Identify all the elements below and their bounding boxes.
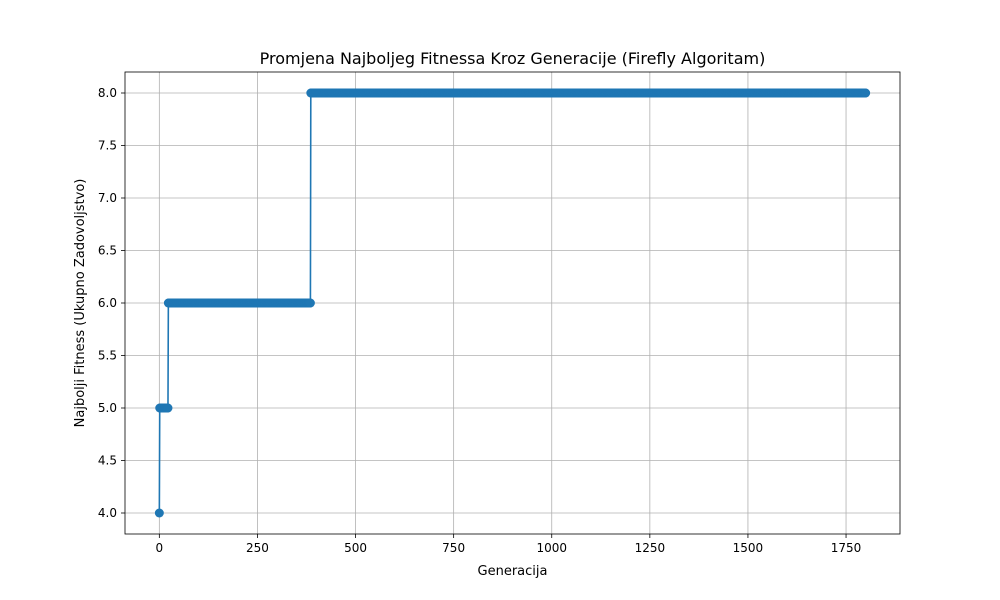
x-tick-label: 1250	[635, 541, 666, 555]
x-tick-label: 1500	[733, 541, 764, 555]
fitness-series	[154, 88, 871, 518]
data-point	[163, 403, 173, 413]
x-tick-label: 500	[344, 541, 367, 555]
y-tick-label: 6.5	[98, 244, 117, 258]
x-tick-label: 750	[442, 541, 465, 555]
data-point	[861, 88, 871, 98]
y-tick-label: 4.5	[98, 454, 117, 468]
fitness-markers	[154, 88, 871, 518]
x-tick-label: 1000	[536, 541, 567, 555]
x-tick-label: 1750	[831, 541, 862, 555]
y-tick-label: 7.0	[98, 191, 117, 205]
chart-title: Promjena Najboljeg Fitnessa Kroz Generac…	[260, 49, 766, 68]
axis-ticks: 0 250 500 750 1000 1250 1500 1750 4.0 4.5 5.0 5.5 6.…	[98, 86, 861, 555]
y-axis-label: Najbolji Fitness (Ukupno Zadovoljstvo)	[73, 179, 88, 428]
x-tick-label: 250	[246, 541, 269, 555]
grid-lines	[125, 72, 900, 534]
x-tick-label: 0	[156, 541, 164, 555]
y-tick-label: 5.5	[98, 349, 117, 363]
data-point	[154, 508, 164, 518]
data-point	[305, 298, 315, 308]
y-tick-label: 6.0	[98, 296, 117, 310]
y-tick-label: 5.0	[98, 401, 117, 415]
y-tick-label: 7.5	[98, 139, 117, 153]
y-tick-label: 4.0	[98, 506, 117, 520]
x-axis-label: Generacija	[478, 564, 548, 579]
y-tick-label: 8.0	[98, 86, 117, 100]
